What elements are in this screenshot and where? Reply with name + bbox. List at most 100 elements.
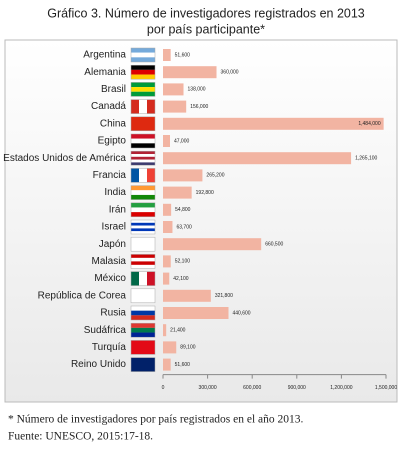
flag-stripe <box>131 69 155 75</box>
y-tick-label: Brasil <box>101 84 126 95</box>
y-tick-label: India <box>104 187 126 198</box>
flag-border <box>130 288 156 304</box>
source: Fuente: UNESCO, 2015:17-18. <box>8 431 153 443</box>
flag-stripe <box>131 254 155 258</box>
flag-stripe <box>131 257 155 262</box>
flag-stripe <box>131 138 155 144</box>
flag-stripe <box>131 116 155 131</box>
y-tick-label: Francia <box>93 170 127 181</box>
flag-stripe <box>131 288 155 303</box>
x-tick-label: 1,500,000 <box>375 385 397 391</box>
bar <box>163 100 187 113</box>
value-label: 89,100 <box>180 345 196 351</box>
flag-stripe <box>131 190 155 195</box>
y-tick-label: China <box>100 118 127 129</box>
value-label: 51,600 <box>175 362 191 368</box>
flag-stripe <box>131 340 155 355</box>
flag-stripe <box>131 323 155 328</box>
value-label: 1,484,000 <box>358 121 380 127</box>
flag-stripe <box>131 156 155 160</box>
flag-stripe <box>131 271 139 286</box>
flag-stripe <box>139 168 147 183</box>
flag-stripe <box>131 357 155 372</box>
flag-stripe <box>139 271 147 286</box>
flag-border <box>130 168 156 183</box>
flag-stripe <box>131 57 155 62</box>
value-label: 51,600 <box>175 52 191 58</box>
flag-stripe <box>131 264 155 269</box>
x-tick-label: 300,000 <box>199 385 217 391</box>
y-tick-label: Estados Unidos de América <box>3 153 126 164</box>
bar <box>163 66 217 79</box>
chart-subtitle: por país participante* <box>147 22 265 36</box>
flag-border <box>130 340 156 355</box>
flag-border <box>130 47 156 63</box>
flag-border <box>130 305 156 321</box>
value-label: 21,400 <box>170 328 186 334</box>
flag-border <box>130 236 156 252</box>
flag-stripe <box>139 99 147 114</box>
bar <box>163 341 177 354</box>
y-tick-label: Malasia <box>92 256 127 267</box>
bar <box>163 289 211 302</box>
value-label: 660,500 <box>265 242 283 248</box>
flag-stripe <box>131 228 155 232</box>
bar <box>163 221 173 233</box>
flag-stripe <box>131 222 155 226</box>
bar <box>163 135 170 147</box>
x-tick-label: 1,200,000 <box>330 385 352 391</box>
flag-border <box>130 133 156 149</box>
flag-stripe <box>131 220 155 223</box>
flag-border <box>130 99 156 114</box>
flag-stripe <box>131 162 155 166</box>
flag-stripe <box>147 168 155 183</box>
flag-stripe <box>131 151 155 154</box>
value-label: 47,000 <box>174 138 190 144</box>
flag-border <box>130 64 156 80</box>
bar <box>163 272 170 285</box>
bar <box>163 203 172 216</box>
y-tick-label: Japón <box>99 239 126 250</box>
flag-border <box>130 116 156 132</box>
bar <box>163 49 171 61</box>
value-label: 440,600 <box>233 310 251 316</box>
y-tick-label: Argentina <box>83 50 126 61</box>
flag-stripe <box>131 315 155 320</box>
x-tick-label: 900,000 <box>288 385 306 391</box>
flag-stripe <box>131 87 155 92</box>
bar <box>163 324 167 337</box>
flag-border <box>130 150 156 166</box>
flag-stripe <box>131 154 155 157</box>
bar <box>163 169 203 182</box>
flag-stripe <box>131 261 155 265</box>
value-label: 192,800 <box>196 190 214 196</box>
value-label: 1,265,100 <box>355 156 377 162</box>
flag-stripe <box>131 99 139 114</box>
y-tick-label: Egipto <box>98 136 127 147</box>
footnote: * Número de investigadores por país regi… <box>8 414 304 426</box>
flag-stripe <box>131 306 155 311</box>
flag-stripe <box>131 327 155 333</box>
flag-stripe <box>131 237 155 252</box>
y-tick-label: Israel <box>102 222 126 233</box>
flag-border <box>130 357 156 372</box>
value-label: 321,800 <box>215 293 233 299</box>
flag-stripe <box>131 194 155 200</box>
flag-stripe <box>131 82 155 88</box>
flag-stripe <box>147 99 155 114</box>
flag-stripe <box>131 65 155 70</box>
flag-stripe <box>131 225 155 229</box>
flag-stripe <box>131 231 155 234</box>
x-tick-label: 0 <box>162 385 165 391</box>
flag-border <box>130 185 156 200</box>
plot-frame <box>4 39 398 403</box>
value-label: 54,800 <box>175 207 191 213</box>
value-label: 63,700 <box>176 224 192 230</box>
flag-stripe <box>131 185 155 191</box>
value-label: 360,000 <box>221 70 239 76</box>
flag-stripe <box>131 48 155 53</box>
bar <box>163 186 192 199</box>
y-tick-label: Alemania <box>84 67 126 78</box>
value-label: 138,000 <box>188 87 206 93</box>
